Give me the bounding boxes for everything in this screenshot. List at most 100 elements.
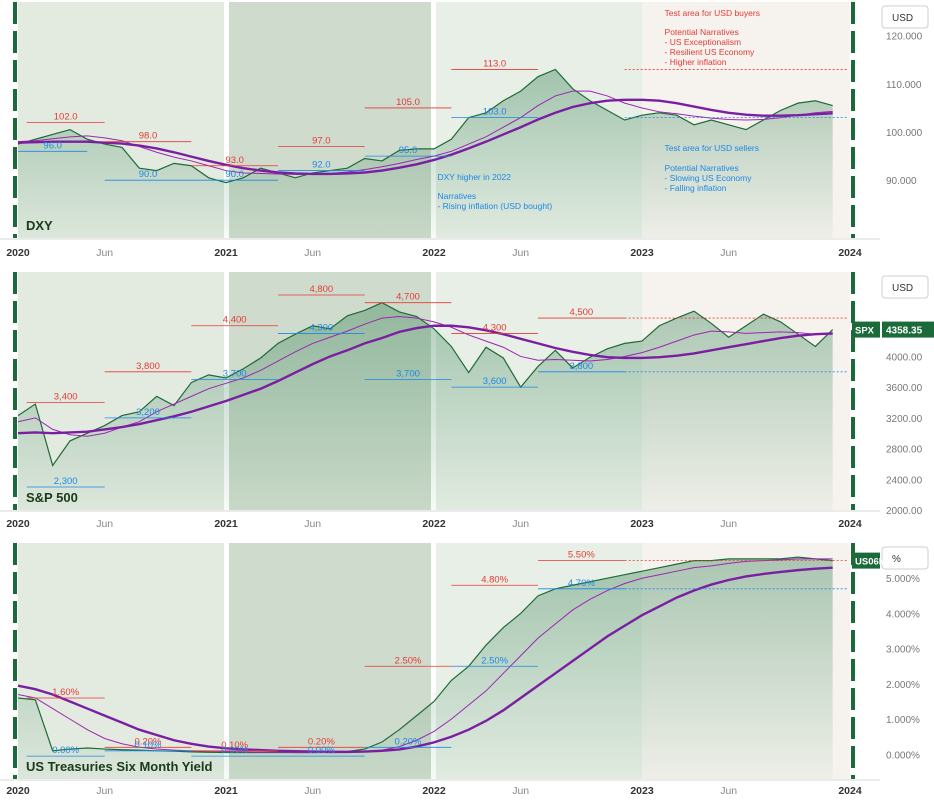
series-area-fill <box>18 69 833 238</box>
level-label-resistance: 97.0 <box>312 135 331 146</box>
ma-fast-line <box>17 90 833 175</box>
y-tick-label: 100.000 <box>886 128 923 139</box>
x-tick-label: Jun <box>512 247 529 259</box>
y-tick-label: 0.000% <box>886 750 920 761</box>
level-label-support: 90.0 <box>139 169 158 180</box>
panel-spx: 3,400 3,800 3,200 2,300 4,400 3,700 4,800 4,300… <box>0 272 934 530</box>
level-label-support: 3,700 <box>396 368 420 379</box>
series-area-fill <box>18 302 833 510</box>
currency-label: USD <box>892 13 913 24</box>
level-label-resistance: 0.10% <box>221 740 248 751</box>
x-tick-label: 2024 <box>838 247 862 259</box>
note-buyers-sub: Potential Narratives <box>665 27 739 37</box>
x-tick-label: 2020 <box>6 518 30 530</box>
y-tick-label: 5.000% <box>886 574 920 585</box>
level-label-support: 95.0 <box>399 145 418 156</box>
x-tick-label: Jun <box>304 518 321 530</box>
x-tick-label: Jun <box>512 785 529 797</box>
level-label-support: 2.50% <box>481 655 508 666</box>
level-label-resistance: 4,500 <box>569 307 593 318</box>
panel-us06my: 1.60%0.00%0.20%0.10% 0.10%0.00%0.20%0.00%… <box>0 543 929 797</box>
level-label-support: 0.10% <box>135 740 162 751</box>
level-label-support: 92.0 <box>312 160 331 171</box>
ma-slow-line <box>17 324 833 435</box>
price-tag-label: US06MY <box>855 557 894 568</box>
currency-box <box>881 546 929 570</box>
note-buyers-item: - US Exceptionalism <box>665 37 742 47</box>
note-buyers-item: - Resilient US Economy <box>665 47 756 57</box>
price-value-box <box>882 321 934 338</box>
currency-label: USD <box>892 283 913 294</box>
note-sellers-sub: Potential Narratives <box>665 163 739 173</box>
level-label-resistance: 113.0 <box>483 58 506 69</box>
y-tick-label: 3200.00 <box>886 414 923 425</box>
series-line-dxy <box>17 68 833 184</box>
level-label-resistance: 0.20% <box>308 736 335 747</box>
note-sellers-item: - Slowing US Economy <box>665 173 753 183</box>
currency-box <box>881 275 929 299</box>
level-label-resistance: 0.20% <box>135 736 162 747</box>
level-label-support: 0.00% <box>308 745 335 756</box>
level-label-support: 3,700 <box>223 368 247 379</box>
x-tick-label: Jun <box>304 785 321 797</box>
level-label-resistance: 98.0 <box>139 131 158 142</box>
series-line-spx <box>17 302 834 467</box>
y-tick-label: 2000.00 <box>886 506 923 517</box>
panel-title: S&P 500 <box>26 490 78 505</box>
x-tick-label: Jun <box>720 785 737 797</box>
x-tick-label: Jun <box>720 518 737 530</box>
y-tick-label: 120.000 <box>886 32 923 43</box>
ma-fast-line <box>17 558 833 754</box>
y-tick-label: 4000.00 <box>886 352 923 363</box>
y-tick-label: 90.000 <box>886 176 917 187</box>
y-tick-label: 1.000% <box>886 715 920 726</box>
level-label-resistance: 105.0 <box>396 97 420 108</box>
level-label-support: 0.20% <box>395 736 422 747</box>
y-tick-label: 110.000 <box>886 80 922 91</box>
x-tick-label: 2020 <box>6 247 30 259</box>
x-tick-label: 2024 <box>838 518 862 530</box>
note-mid-line2: Narratives <box>437 191 476 201</box>
level-label-support: 4.70% <box>568 578 595 589</box>
series-area-fill <box>18 557 833 779</box>
panel-title: US Treasuries Six Month Yield <box>26 759 212 774</box>
x-tick-label: 2021 <box>214 518 238 530</box>
level-label-resistance: 102.0 <box>54 111 78 122</box>
level-label-resistance: 2.50% <box>395 655 422 666</box>
x-tick-label: 2023 <box>630 785 654 797</box>
year-divider-0 <box>224 2 228 238</box>
x-tick-label: 2022 <box>422 247 446 259</box>
x-tick-label: 2023 <box>630 247 654 259</box>
x-tick-label: 2023 <box>630 518 654 530</box>
price-tag-box <box>852 552 880 569</box>
level-label-resistance: 3,800 <box>136 361 160 372</box>
note-mid-line1: DXY higher in 2022 <box>437 172 511 182</box>
note-buyers-title: Test area for USD buyers <box>665 8 760 18</box>
price-tag-label: SPX <box>855 326 875 337</box>
note-sellers-item: - Falling inflation <box>665 183 727 193</box>
level-label-support: 4,300 <box>309 322 333 333</box>
year-divider-0 <box>224 543 228 779</box>
level-label-support: 3,600 <box>483 376 507 387</box>
bg-year-2020 <box>18 543 226 779</box>
level-label-support: 3,200 <box>136 407 160 418</box>
ma-slow-line <box>17 98 833 176</box>
x-tick-label: 2022 <box>422 785 446 797</box>
level-label-support: 3,800 <box>569 361 593 372</box>
note-sellers-title: Test area for USD sellers <box>665 143 759 153</box>
currency-label: % <box>892 554 901 565</box>
level-label-resistance: 1.60% <box>52 687 79 698</box>
price-tag-box <box>852 321 880 338</box>
x-tick-label: Jun <box>512 518 529 530</box>
level-label-resistance: 3,400 <box>54 392 78 403</box>
level-label-resistance: 4,300 <box>483 322 507 333</box>
x-tick-label: Jun <box>304 247 321 259</box>
x-tick-label: Jun <box>96 518 113 530</box>
y-tick-label: 4.000% <box>886 609 920 620</box>
x-tick-label: 2021 <box>214 785 238 797</box>
y-tick-label: 2400.00 <box>886 475 923 486</box>
ma-fast-line <box>17 316 833 437</box>
level-label-support: 0.00% <box>52 745 79 756</box>
